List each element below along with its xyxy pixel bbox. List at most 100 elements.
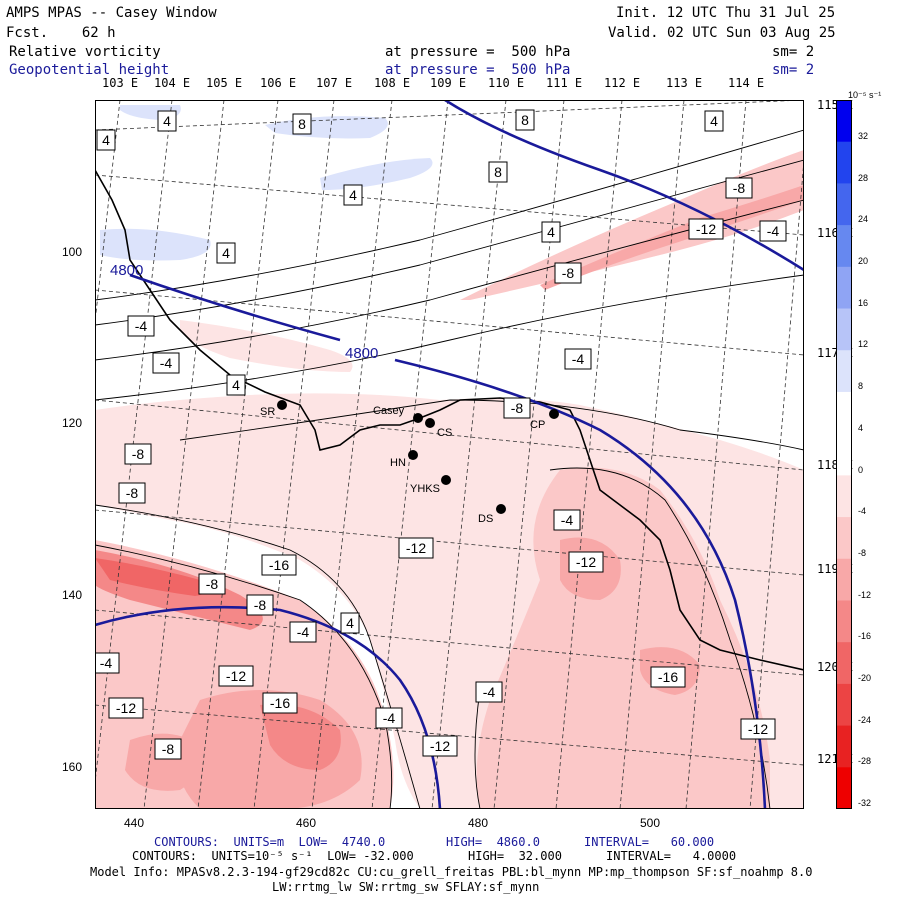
height-label: 4800 (110, 262, 143, 279)
colorbar-tick-label: 8 (858, 381, 864, 392)
contour-label-box (124, 443, 152, 465)
contour-label-box (740, 718, 776, 740)
colorbar-swatch (836, 391, 852, 435)
lon-label: 110 E (488, 76, 525, 90)
station-label: SR (260, 406, 275, 418)
x-tick: 460 (296, 816, 317, 830)
contour-label: -4 (383, 710, 396, 726)
station-marker (413, 413, 423, 423)
contour-label-box (96, 129, 116, 151)
contour-label: -12 (226, 668, 246, 684)
contour-label-box (688, 218, 724, 240)
init-time: Init. 12 UTC Thu 31 Jul 25 (616, 5, 836, 21)
contour-label: -8 (511, 400, 524, 416)
contour-label: 8 (521, 112, 529, 128)
graticule (95, 100, 804, 809)
colorbar-tick-label: 0 (858, 464, 864, 475)
model-info-line2: LW:rrtmg_lw SW:rrtmg_sw SFLAY:sf_mynn (272, 880, 540, 894)
contour-label-box (375, 707, 403, 729)
contour-label-box (127, 315, 155, 337)
contour-label: -12 (430, 738, 450, 754)
field1-name: Relative vorticity (9, 44, 161, 60)
contour-label: -12 (748, 721, 768, 737)
field1-pressure: at pressure = 500 hPa (385, 44, 571, 60)
vorticity-contours (95, 129, 804, 809)
lon-label: 111 E (546, 76, 583, 90)
colorbar (836, 100, 852, 809)
contour-label: -12 (406, 540, 426, 556)
lon-label: 103 E (102, 76, 139, 90)
contour-label-box (292, 113, 312, 135)
vorticity-contours-info: CONTOURS: UNITS=10⁻⁵ s⁻¹ LOW= -32.000 (132, 849, 414, 863)
lon-label: 113 E (666, 76, 703, 90)
contour-label: -8 (733, 180, 746, 196)
map-title: AMPS MPAS -- Casey Window (6, 5, 217, 21)
contour-label: -4 (135, 318, 148, 334)
contour-label: -4 (100, 655, 113, 671)
contour-label-box (262, 692, 298, 714)
colorbar-swatch (836, 100, 852, 143)
contour-label-box (704, 110, 724, 132)
contour-label-box (108, 697, 144, 719)
y-tick: 100 (62, 245, 83, 259)
colorbar-tick-label: -4 (858, 506, 867, 517)
height-label: 4800 (345, 345, 378, 362)
station-marker (441, 475, 451, 485)
colorbar-swatch (836, 433, 852, 476)
lon-label: 114 E (728, 76, 765, 90)
colorbar-tick-label: 12 (858, 339, 869, 350)
y-tick: 140 (62, 588, 83, 602)
station-marker (277, 400, 287, 410)
lon-label: 109 E (430, 76, 467, 90)
contour-label-box (246, 594, 274, 616)
x-tick: 480 (468, 816, 489, 830)
contour-label: -4 (160, 355, 173, 371)
colorbar-tick-label: -32 (858, 798, 872, 809)
colorbar-swatch (836, 558, 852, 601)
contour-label-box (261, 554, 297, 576)
field2-name: Geopotential height (9, 62, 170, 78)
colorbar-tick-label: 24 (858, 214, 869, 225)
contour-label: 4 (547, 224, 555, 240)
colorbar-tick-label: -20 (858, 673, 872, 684)
lon-label: 107 E (316, 76, 353, 90)
contour-label-box (198, 573, 226, 595)
contour-label-box (725, 177, 753, 199)
lon-label: 112 E (604, 76, 641, 90)
vorticity-contours-high: HIGH= 32.000 (468, 849, 562, 863)
station-label: DS (478, 513, 493, 525)
height-contours-interval: INTERVAL= 60.000 (584, 835, 715, 849)
colorbar-tick-label: 20 (858, 255, 869, 266)
contour-label-box (553, 509, 581, 531)
contour-label-box (475, 681, 503, 703)
contour-label: 4 (710, 113, 718, 129)
contour-label-box (157, 110, 177, 132)
contour-label-box (289, 621, 317, 643)
station-marker (425, 418, 435, 428)
contour-label: -8 (254, 597, 267, 613)
station-marker (549, 409, 559, 419)
contour-label: -12 (576, 554, 596, 570)
colorbar-swatch (836, 350, 852, 393)
contour-label: -4 (767, 223, 780, 239)
colorbar-swatch (836, 600, 852, 643)
station-marker (408, 450, 418, 460)
map-panel: 4800 4800 4 4 8 8 4 4 8 4 4 -8 -12 -4 -8 -4 -4 4 -4 -8 -8 -… (95, 100, 804, 809)
contour-label: -12 (696, 221, 716, 237)
colorbar-swatch (836, 183, 852, 226)
contour-label: -12 (116, 700, 136, 716)
contour-label: -16 (270, 695, 290, 711)
contour-label-box (226, 374, 246, 396)
contour-label: -8 (162, 741, 175, 757)
colorbar-swatch (836, 225, 852, 268)
contour-label: 4 (232, 377, 240, 393)
contour-label-group: 4 4 8 8 4 4 8 4 4 -8 -12 -4 -8 -4 -4 4 -4 -8 -8 -8 -4 -12 -16 -… (95, 109, 787, 760)
lon-label: 104 E (154, 76, 191, 90)
colorbar-swatch (836, 308, 852, 351)
contour-label: 4 (163, 113, 171, 129)
contour-label-box (218, 665, 254, 687)
station-label: CP (530, 419, 545, 431)
colorbar-tick-label: 16 (858, 297, 869, 308)
y-tick: 120 (62, 416, 83, 430)
lon-label: 106 E (260, 76, 297, 90)
